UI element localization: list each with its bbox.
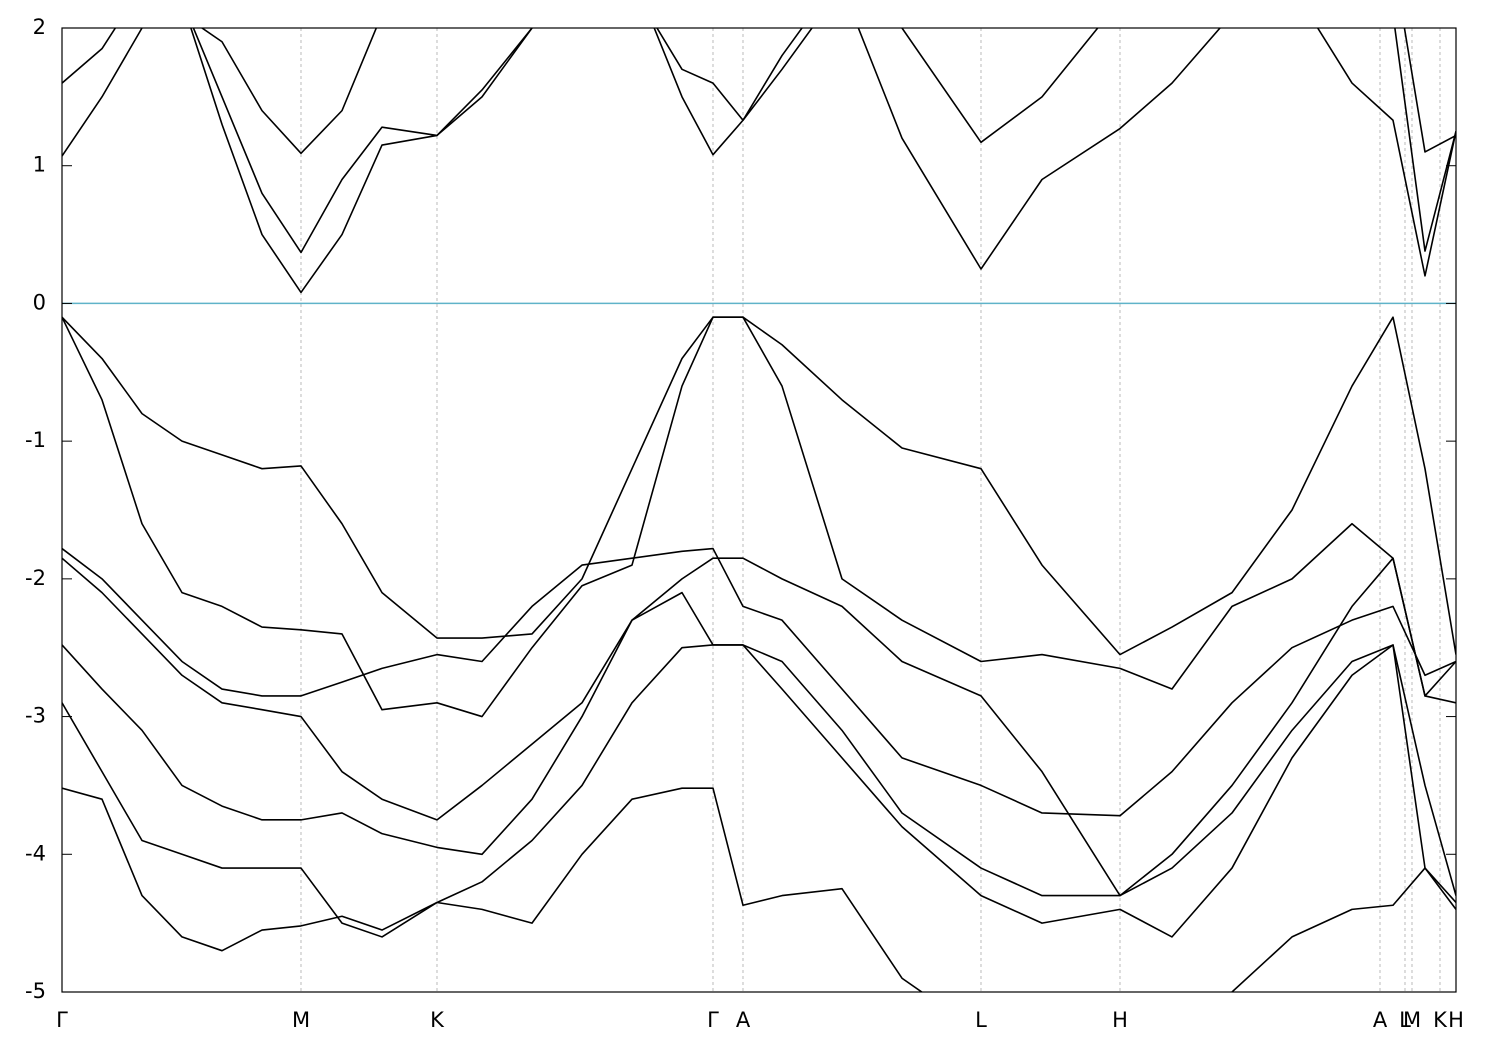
y-tick-label: 0 <box>33 290 46 314</box>
y-tick-label: -1 <box>25 428 46 452</box>
y-tick-label: -2 <box>25 566 46 590</box>
grid <box>61 28 1457 992</box>
x-tick-label: L <box>1399 1008 1411 1032</box>
band-line <box>62 316 1456 656</box>
x-tick-label: K <box>1433 1008 1448 1032</box>
band-line <box>62 28 1456 254</box>
x-tick-label: A <box>736 1008 751 1032</box>
x-tick-label: H <box>1448 1008 1464 1032</box>
band-line <box>200 28 1456 155</box>
plot-frame <box>61 27 1457 993</box>
band-line <box>62 787 1456 992</box>
x-tick-label: M <box>1403 1008 1421 1032</box>
x-tick-label: L <box>975 1008 987 1032</box>
band-line <box>62 28 1456 294</box>
x-tick-label: Γ <box>56 1008 68 1032</box>
y-tick-label: 1 <box>33 153 46 177</box>
y-tick-label: -5 <box>25 979 46 1003</box>
y-tick-label: 2 <box>33 15 46 39</box>
y-tick-label: -3 <box>25 704 46 728</box>
x-tick-label: M <box>292 1008 310 1032</box>
band-line <box>62 591 1456 938</box>
x-tick-label: K <box>430 1008 445 1032</box>
x-tick-label: Γ <box>707 1008 719 1032</box>
x-tick-label: A <box>1373 1008 1388 1032</box>
band-line <box>62 547 1456 817</box>
x-tick-label: H <box>1112 1008 1128 1032</box>
band-line <box>62 557 1456 897</box>
band-line <box>62 316 1456 718</box>
y-tick-label: -4 <box>25 841 46 865</box>
band-line <box>62 644 1456 938</box>
plot-area <box>62 28 1456 992</box>
